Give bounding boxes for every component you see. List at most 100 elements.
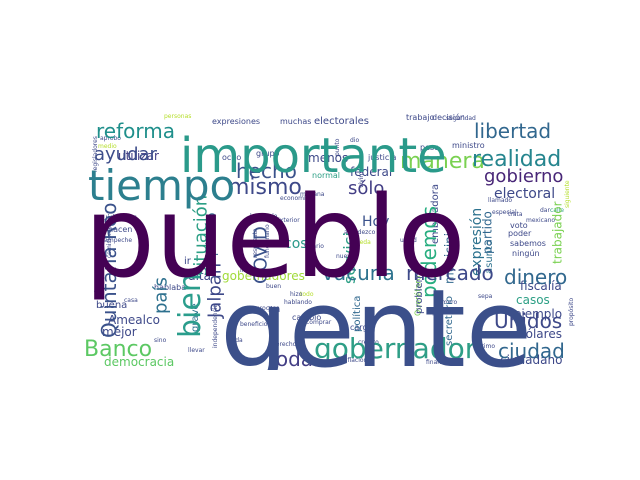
word-96: iba [268,305,280,314]
word-128: hizo [290,291,303,298]
word-119: vivimos [358,165,365,188]
word-80: pueda [352,239,371,246]
word-91: hablaba [154,283,186,292]
word-10: manera [400,149,485,174]
word-63: peso [420,143,439,152]
word-77: respuesta [252,228,259,258]
word-111: comisiones [106,224,113,258]
word-114: propósito [568,298,575,326]
word-130: número [434,299,457,306]
word-40: gobernadores [222,269,305,283]
word-105: inflación [342,357,368,364]
word-66: normal [312,171,340,180]
word-4: gobernador [314,332,477,365]
word-0: pueblo [84,173,466,303]
word-28: Unidos [494,309,562,333]
word-106: financieros [426,359,459,366]
word-69: grupo [256,149,280,158]
word-86: sabemos [510,239,546,248]
word-81: especial [492,209,517,216]
word-11: realidad [472,147,561,172]
word-41: Amealco [108,313,160,327]
word-46: casos [516,293,550,307]
word-116: hablando [284,299,312,306]
word-90: independencia [212,303,219,348]
word-16: Jalpan [204,263,225,319]
word-14: país [150,277,171,314]
word-88: calle [550,207,564,214]
word-54: política [351,296,363,332]
word-45: grave [190,303,201,332]
word-79: agradezco [344,229,376,236]
word-131: nuevo [336,253,355,260]
word-57: electorales [314,116,369,127]
word-8: mismo [228,175,302,200]
word-117: haciendo [250,213,278,220]
word-1: gente [220,267,532,370]
word-34: partido [481,211,495,254]
word-59: muchas [280,117,311,126]
word-95: cambio [292,313,321,322]
word-85: poder [508,229,532,238]
word-5: reforma [96,119,175,143]
word-18: podemos [417,206,441,298]
word-37: menos [308,151,348,165]
word-84: voto [510,221,528,230]
word-60: trabajo [406,113,435,122]
word-73: cuidarnos [98,213,137,222]
word-43: mejor [102,325,137,339]
word-cloud: seguridad mañana economía aprobó medio Campec… [80,108,576,370]
word-44: buena [96,300,127,311]
word-129: buen [266,283,281,290]
word-49: fiscalía [520,279,562,293]
word-13: Quintana Roo [97,202,121,338]
word-74: hacen [108,225,132,234]
word-64: seguridad [446,115,476,122]
word-89: siguiente [564,180,571,208]
word-23: mercado [406,261,494,285]
word-53: problema [414,266,425,314]
word-87: ningún [512,249,540,258]
word-17: COVID [250,226,271,284]
word-70: ocho [222,153,241,162]
word-26: toda [268,347,313,370]
word-42: democracia [104,355,174,369]
word-82: llamado [488,197,512,204]
word-76: funcionario [264,224,271,258]
word-68: economía [280,195,310,202]
word-62: ministro [452,141,485,150]
word-58: expresiones [212,117,260,126]
word-35: público [205,213,219,256]
word-127: usted [400,237,417,244]
word-113: integrantes [94,258,101,292]
word-24: dinero [504,265,567,289]
word-3: tiempo [88,161,235,210]
word-25: Banco [84,337,152,362]
word-19: gobierno [484,166,563,187]
word-36: utilizar [118,149,159,163]
word-78: Exterior [276,217,300,224]
word-27: ciudad [498,339,565,363]
word-98: cargo [350,323,373,332]
word-20: sólo [348,178,384,199]
word-97: derecho [272,341,297,348]
word-107: beneficio [240,321,268,328]
word-56: embajadora [430,184,441,244]
word-7: libertad [474,119,551,143]
word-112: legisladores [92,136,99,172]
word-2: importante [180,128,447,184]
word-123: comprar [306,319,332,326]
word-100: quiere [430,309,449,316]
word-50: ciudadano [500,353,562,367]
word-71: aprobó [100,135,121,142]
word-9: hecho [236,159,297,183]
word-93: salario [304,243,324,250]
word-110: sino [154,337,167,344]
word-124: ir [184,256,192,267]
word-108: vida [230,337,243,344]
word-51: trabajador [551,201,565,264]
word-92: casa [124,297,138,304]
word-101: sepa [478,293,493,300]
word-15: situación [190,195,211,276]
